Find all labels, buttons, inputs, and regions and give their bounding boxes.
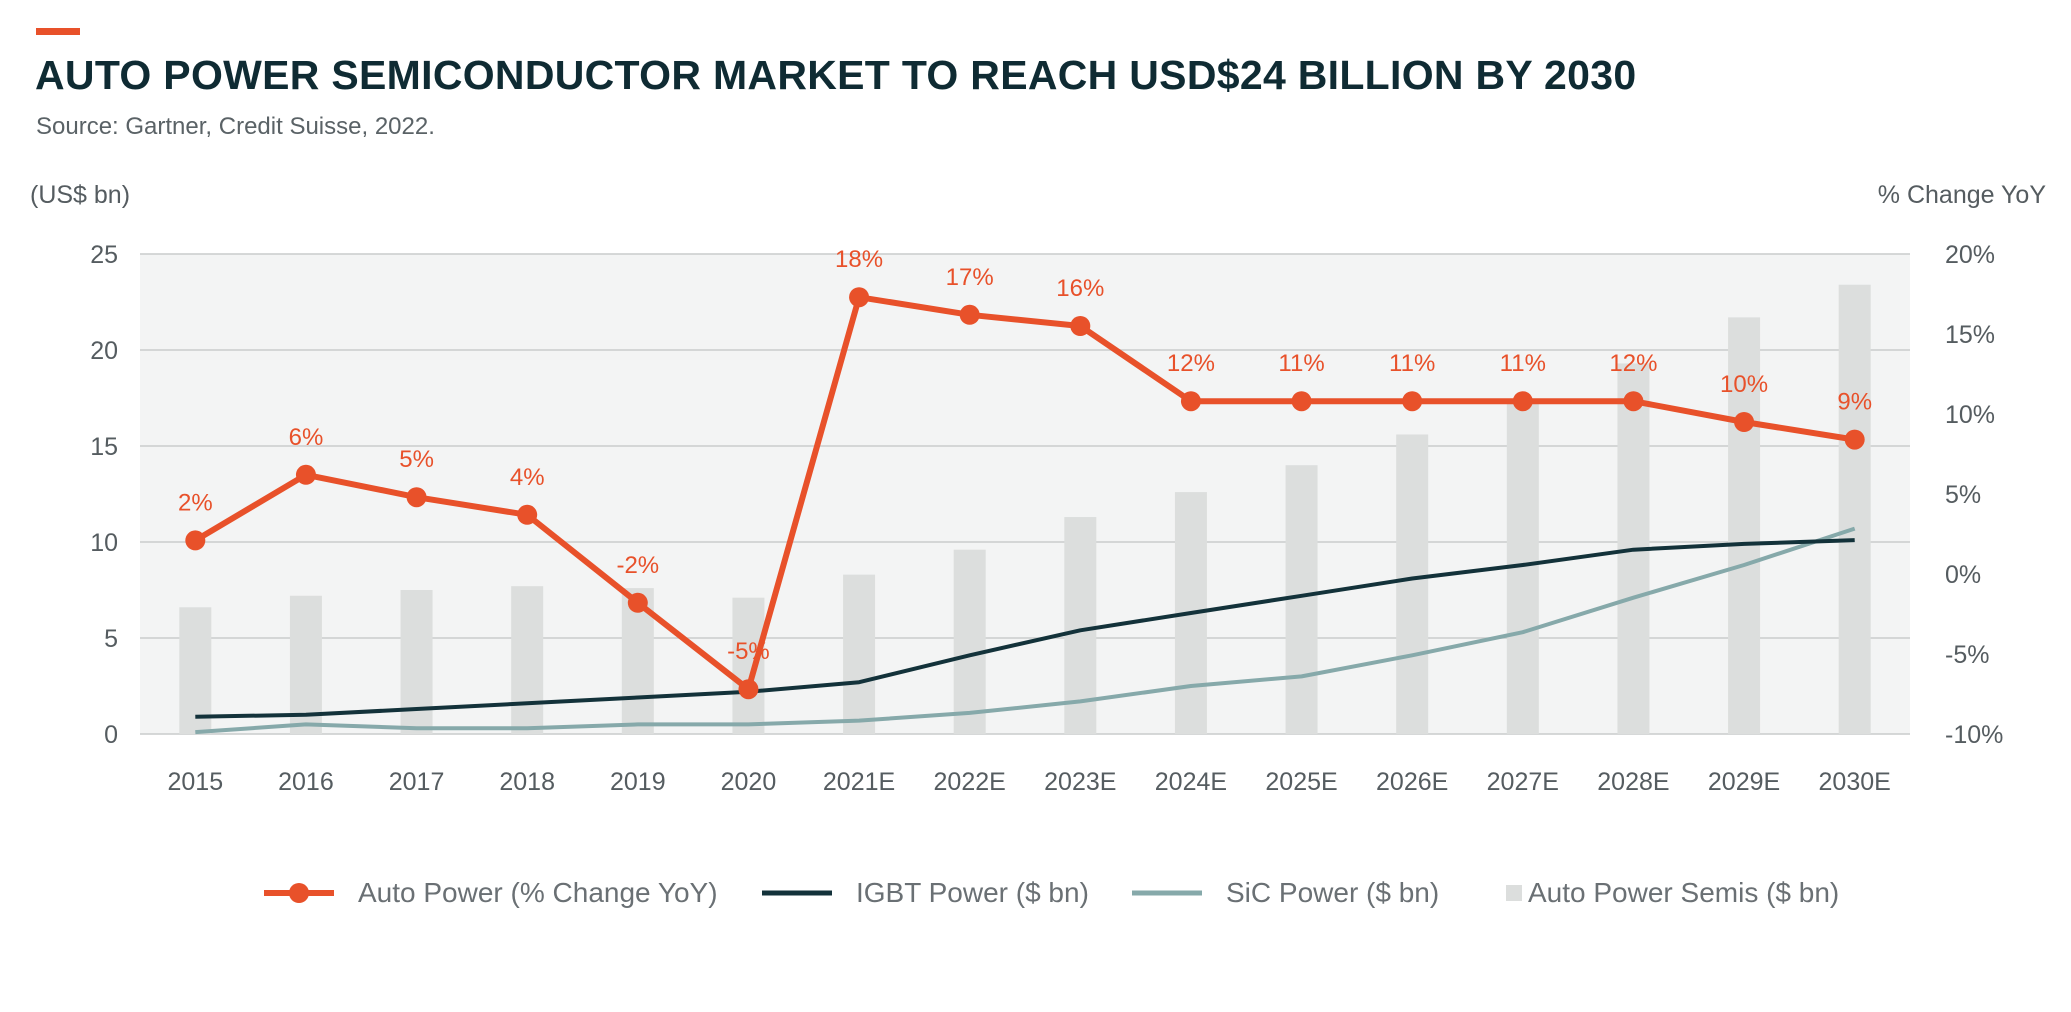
- legend-label: SiC Power ($ bn): [1226, 877, 1439, 909]
- right-tick-label: 20%: [1945, 241, 1995, 269]
- left-tick-label: 10: [90, 529, 118, 557]
- data-label: -5%: [727, 638, 770, 665]
- data-label: 11%: [1500, 350, 1546, 377]
- auto-power-marker: [849, 287, 869, 307]
- data-label: 12%: [1167, 350, 1215, 377]
- auto-power-marker: [517, 505, 537, 525]
- auto-power-marker: [1734, 412, 1754, 432]
- left-tick-label: 15: [90, 433, 118, 461]
- data-label: 2%: [178, 489, 213, 516]
- left-tick-label: 20: [90, 337, 118, 365]
- x-tick-label: 2019: [610, 768, 666, 796]
- left-tick-label: 5: [104, 625, 118, 653]
- legend-swatch-line: [1130, 878, 1204, 908]
- x-tick-label: 2018: [499, 768, 555, 796]
- bar: [843, 575, 875, 734]
- x-tick-label: 2026E: [1376, 768, 1448, 796]
- auto-power-marker: [1292, 391, 1312, 411]
- bar: [1839, 285, 1871, 734]
- auto-power-marker: [1181, 391, 1201, 411]
- x-tick-label: 2027E: [1487, 768, 1559, 796]
- data-label: 16%: [1056, 275, 1104, 302]
- data-label: 10%: [1720, 371, 1768, 398]
- x-tick-label: 2022E: [934, 768, 1006, 796]
- bar: [954, 550, 986, 734]
- left-axis-label: (US$ bn): [30, 181, 130, 209]
- legend-label: Auto Power (% Change YoY): [358, 877, 718, 909]
- x-tick-label: 2030E: [1819, 768, 1891, 796]
- x-tick-label: 2024E: [1155, 768, 1227, 796]
- auto-power-marker: [407, 487, 427, 507]
- bar: [732, 598, 764, 734]
- data-label: 12%: [1609, 350, 1657, 377]
- data-label: -2%: [616, 552, 659, 579]
- right-tick-label: -10%: [1945, 721, 2003, 749]
- legend-swatch-bar: [1504, 878, 1524, 908]
- auto-power-marker: [1402, 391, 1422, 411]
- auto-power-marker: [1513, 391, 1533, 411]
- legend-label: Auto Power Semis ($ bn): [1528, 877, 1839, 909]
- x-tick-label: 2015: [168, 768, 224, 796]
- data-label: 11%: [1278, 350, 1324, 377]
- x-tick-label: 2028E: [1597, 768, 1669, 796]
- right-tick-label: 0%: [1945, 561, 1981, 589]
- bar: [401, 590, 433, 734]
- legend-item-auto-power: Auto Power (% Change YoY): [262, 868, 718, 918]
- right-axis-label: % Change YoY: [1878, 181, 2047, 209]
- chart-canvas: 2% 6% 5% 4% -2% -5% 18% 17% 16% 12% 11% 11% 11% 12% 10…: [0, 0, 2071, 1012]
- auto-power-marker: [185, 530, 205, 550]
- auto-power-marker: [296, 465, 316, 485]
- right-tick-label: -5%: [1945, 641, 1989, 669]
- x-tick-label: 2021E: [823, 768, 895, 796]
- legend: Auto Power (% Change YoY) IGBT Power ($ …: [0, 868, 2071, 918]
- x-tick-label: 2020: [721, 768, 777, 796]
- auto-power-marker: [1845, 430, 1865, 450]
- auto-power-marker: [960, 305, 980, 325]
- left-tick-label: 25: [90, 241, 118, 269]
- x-tick-label: 2017: [389, 768, 445, 796]
- x-tick-label: 2016: [278, 768, 334, 796]
- data-label: 18%: [835, 246, 883, 273]
- data-label: 4%: [510, 464, 545, 491]
- bar: [511, 586, 543, 734]
- data-label: 9%: [1837, 389, 1872, 416]
- right-tick-label: 10%: [1945, 401, 1995, 429]
- auto-power-marker: [738, 679, 758, 699]
- data-label: 11%: [1389, 350, 1435, 377]
- data-label: 17%: [946, 264, 994, 291]
- x-tick-label: 2023E: [1044, 768, 1116, 796]
- bar: [1396, 434, 1428, 734]
- legend-item-sic-power: SiC Power ($ bn): [1130, 868, 1439, 918]
- auto-power-marker: [1623, 391, 1643, 411]
- legend-swatch-line: [760, 878, 834, 908]
- legend-item-igbt-power: IGBT Power ($ bn): [760, 868, 1089, 918]
- x-tick-label: 2029E: [1708, 768, 1780, 796]
- auto-power-marker: [628, 593, 648, 613]
- right-tick-label: 15%: [1945, 321, 1995, 349]
- x-tick-label: 2025E: [1265, 768, 1337, 796]
- legend-item-auto-power-semis: Auto Power Semis ($ bn): [1504, 868, 1839, 918]
- bar: [1286, 465, 1318, 734]
- legend-label: IGBT Power ($ bn): [856, 877, 1089, 909]
- right-tick-label: 5%: [1945, 481, 1981, 509]
- auto-power-marker: [1070, 316, 1090, 336]
- data-label: 5%: [399, 446, 434, 473]
- data-label: 6%: [289, 424, 324, 451]
- legend-swatch-line-marker: [262, 878, 336, 908]
- left-tick-label: 0: [104, 721, 118, 749]
